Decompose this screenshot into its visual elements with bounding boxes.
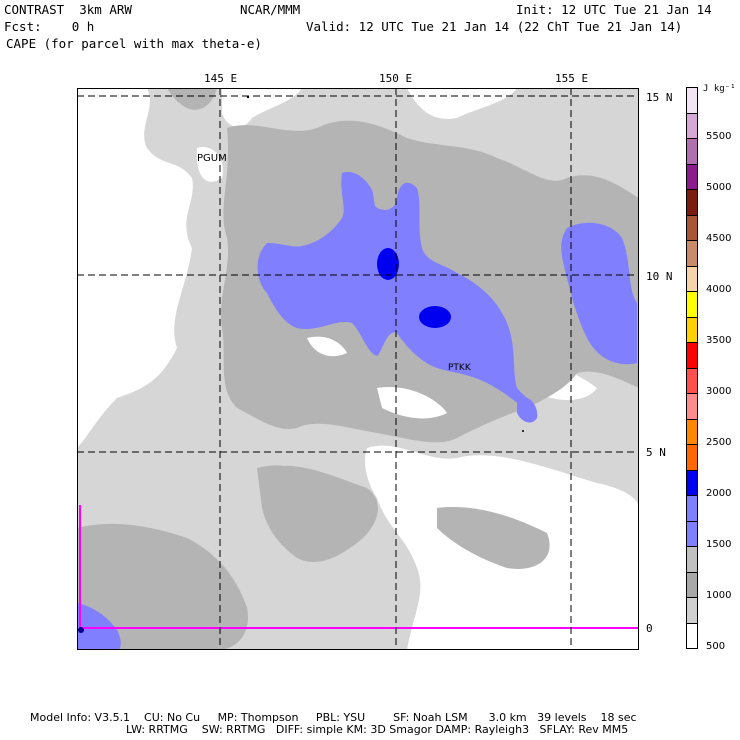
colorbar-swatch (686, 444, 698, 471)
colorbar-tick-label: 3000 (706, 386, 732, 397)
colorbar-swatch (686, 214, 698, 241)
colorbar-swatch (686, 342, 698, 369)
colorbar-swatch (686, 367, 698, 394)
institution: NCAR/MMM (240, 2, 301, 17)
colorbar-swatch (686, 112, 698, 139)
cape-white-streak (377, 387, 447, 419)
lon-label-145: 145 E (204, 72, 238, 85)
colorbar-swatch (686, 520, 698, 547)
colorbar-swatch (686, 597, 698, 624)
cape-gray-region-south (257, 465, 378, 563)
colorbar-tick-label: 2000 (706, 488, 732, 499)
cape-map: PGUM PTKK (77, 88, 639, 650)
cape-white-patch-pgum (196, 147, 223, 182)
cape-white-streak-2 (307, 336, 347, 357)
colorbar-swatch (686, 138, 698, 165)
colorbar-tick-label: 4500 (706, 233, 732, 244)
colorbar-swatch (686, 418, 698, 445)
island-dot (522, 430, 524, 432)
cape-gray-cutout (372, 186, 397, 210)
lat-label-10n: 10 N (646, 270, 673, 283)
station-label-pgum: PGUM (197, 153, 227, 164)
island-dot (246, 95, 250, 99)
colorbar-tick-label: 1000 (706, 590, 732, 601)
colorbar-swatch (686, 393, 698, 420)
colorbar-swatch (686, 240, 698, 267)
cape-white-patch-north (222, 88, 302, 128)
cape-light-blue-region-sw-corner (77, 603, 121, 650)
init-time: Init: 12 UTC Tue 21 Jan 14 (516, 2, 712, 17)
map-frame (77, 88, 639, 650)
model-info-line2: LW: RRTMG SW: RRTMG DIFF: simple KM: 3D … (126, 723, 629, 736)
colorbar-unit: J kg⁻¹ (703, 84, 736, 94)
domain-corner-marker (78, 627, 84, 633)
colorbar-tick-label: 4000 (706, 284, 732, 295)
colorbar-swatch (686, 316, 698, 343)
cape-white-patch-nw (77, 88, 193, 448)
colorbar-tick-label: 2500 (706, 437, 732, 448)
lat-label-5n: 5 N (646, 446, 666, 459)
colorbar-swatch (686, 291, 698, 318)
lon-label-155: 155 E (555, 72, 589, 85)
cape-light-blue-region-se-tail (517, 396, 538, 423)
cape-blue-maximum-north (377, 248, 399, 280)
colorbar-tick-label: 5000 (706, 182, 732, 193)
lat-label-15n: 15 N (646, 91, 673, 104)
colorbar-tick-label: 5500 (706, 131, 732, 142)
cape-gray-region-sw-band (77, 523, 248, 650)
lon-label-150: 150 E (379, 72, 413, 85)
colorbar-swatch (686, 571, 698, 598)
colorbar-swatch (686, 189, 698, 216)
colorbar-swatch (686, 546, 698, 573)
model-info-line1: Model Info: V3.5.1 CU: No Cu MP: Thompso… (30, 711, 637, 724)
colorbar-swatch (686, 495, 698, 522)
lat-lon-grid (77, 88, 639, 650)
colorbar-swatch (686, 622, 698, 649)
lat-label-0: 0 (646, 622, 653, 635)
station-label-ptkk: PTKK (448, 363, 472, 373)
colorbar-swatch (686, 163, 698, 190)
field-title: CAPE (for parcel with max theta-e) (6, 36, 262, 51)
cape-gray-region-nw (167, 88, 217, 110)
colorbar-swatch (686, 87, 698, 114)
cape-blue-maximum-south (419, 306, 451, 328)
colorbar-swatch (686, 265, 698, 292)
colorbar-tick-label: 500 (706, 641, 726, 652)
valid-time: Valid: 12 UTC Tue 21 Jan 14 (22 ChT Tue … (306, 19, 683, 34)
forecast-hour: Fcst: 0 h (4, 19, 95, 34)
colorbar-tick-label: 1500 (706, 539, 732, 550)
colorbar-tick-label: 3500 (706, 335, 732, 346)
cape-gray-region-east-band (437, 507, 550, 569)
cape-light-blue-region-central (257, 172, 534, 413)
colorbar-swatch (686, 469, 698, 496)
cape-light-blue-region-east (561, 222, 637, 365)
model-title: CONTRAST 3km ARW (4, 2, 132, 17)
